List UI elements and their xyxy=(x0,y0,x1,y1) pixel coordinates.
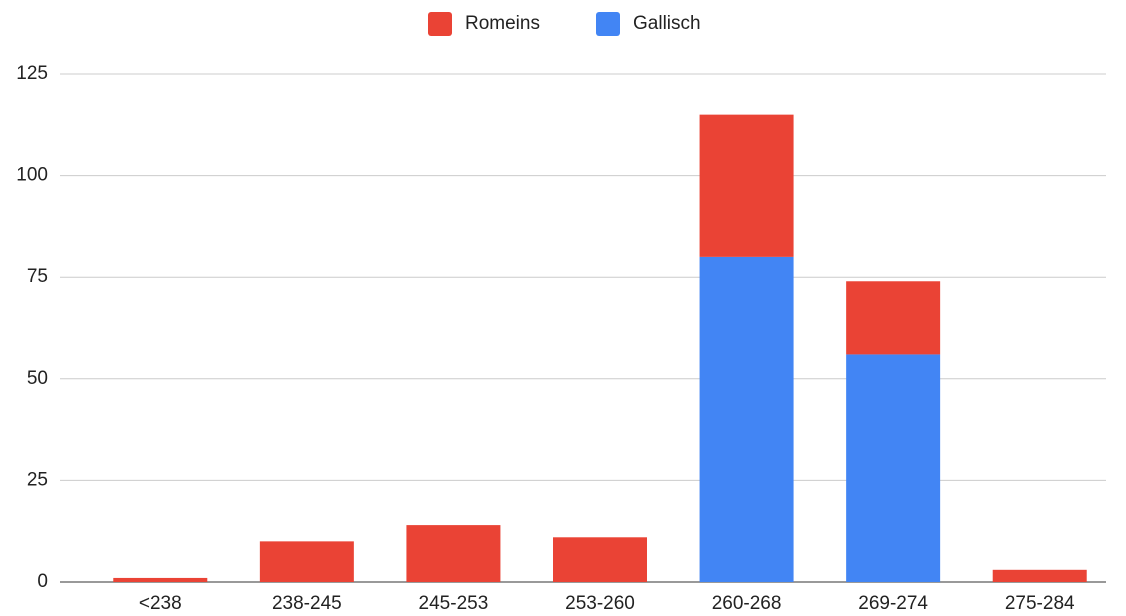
x-tick-label: 245-253 xyxy=(419,593,489,614)
x-tick-label: <238 xyxy=(139,593,182,614)
bar-segment xyxy=(406,525,501,582)
y-tick-label: 125 xyxy=(16,63,48,84)
legend-swatch xyxy=(596,12,620,36)
legend-swatch xyxy=(428,12,452,36)
bar-segment xyxy=(846,354,941,582)
bar-segment xyxy=(699,256,794,582)
bar-segment xyxy=(553,537,647,582)
bar-segment xyxy=(259,541,354,582)
y-tick-label: 25 xyxy=(27,469,48,490)
x-tick-label: 253-260 xyxy=(565,593,635,614)
y-tick-label: 50 xyxy=(27,368,48,389)
x-tick-label: 275-284 xyxy=(1005,593,1075,614)
legend-label: Gallisch xyxy=(633,13,701,34)
y-tick-label: 0 xyxy=(37,571,48,592)
bar-segment xyxy=(699,114,794,257)
x-tick-label: 238-245 xyxy=(272,593,342,614)
y-tick-label: 100 xyxy=(16,165,48,186)
bar-segment xyxy=(846,281,941,355)
bar-segment xyxy=(113,577,208,582)
x-tick-label: 260-268 xyxy=(712,593,782,614)
x-tick-label: 269-274 xyxy=(858,593,928,614)
y-tick-label: 75 xyxy=(27,266,48,287)
bar-segment xyxy=(992,569,1087,582)
legend-label: Romeins xyxy=(465,13,540,34)
